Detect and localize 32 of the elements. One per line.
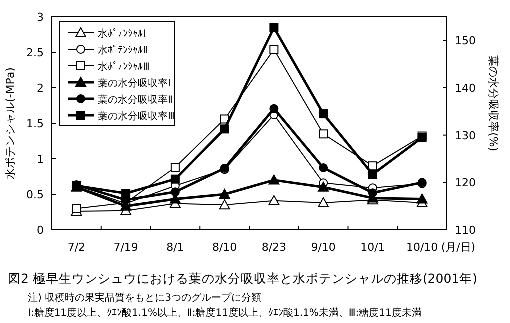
text: 注) 収穫時の果実品質をもとに3つのグループに分類 (28, 292, 262, 304)
y2-tick-label: 140 (455, 82, 476, 95)
y-tick-label: 0.5 (26, 188, 44, 202)
y-tick-label: 2.5 (26, 46, 44, 60)
legend-label: 水ﾎﾟﾃﾝｼｬﾙⅢ (98, 61, 150, 73)
legend-label: 水ﾎﾟﾃﾝｼｬﾙⅠ (98, 28, 146, 40)
y-tick-label: 1.5 (26, 118, 44, 130)
legend-label: 葉の水分吸収率Ⅲ (98, 110, 175, 122)
x-tick-label: 9/10 (311, 241, 336, 254)
x-tick-label: 7/2 (68, 241, 86, 254)
legend-label: 水ﾎﾟﾃﾝｼｬﾙⅡ (98, 44, 148, 56)
legend-label: 葉の水分吸収率Ⅰ (98, 78, 171, 90)
y-axis-title: 水ポテンシャル(-MPa) (4, 68, 17, 180)
x-tick-label: 8/1 (166, 241, 184, 254)
y2-tick-label: 150 (455, 34, 476, 48)
legend-label: 葉の水分吸収率Ⅱ (98, 94, 173, 106)
x-tick-label: 10/1 (360, 241, 386, 254)
x-tick-label: 10/10 (406, 241, 438, 254)
y-tick-label: 0 (37, 224, 44, 237)
y2-axis-title: 葉の水分吸収率(%) (487, 55, 500, 152)
x-tick-label: 7/19 (114, 241, 138, 254)
text: 図2 極早生ウンシュウにおける葉の水分吸収率と水ポテンシャルの推移(2001年) (8, 271, 478, 286)
y-tick-label: 3 (37, 11, 44, 24)
x-axis-title: (月/日) (441, 241, 476, 254)
x-tick-label: 8/10 (212, 241, 238, 254)
y2-tick-label: 110 (455, 224, 476, 237)
x-tick-label: 8/23 (262, 241, 287, 254)
y-tick-label: 1 (37, 153, 44, 166)
y-tick-label: 2 (37, 82, 44, 95)
y2-tick-label: 130 (455, 129, 476, 142)
y2-tick-label: 120 (455, 176, 476, 190)
text: Ⅰ:糖度11度以上、ｸｴﾝ酸1.1%以上、Ⅱ:糖度11度以上、ｸｴﾝ酸1.1%未満、Ⅲ:糖度11度未満 (28, 307, 422, 319)
